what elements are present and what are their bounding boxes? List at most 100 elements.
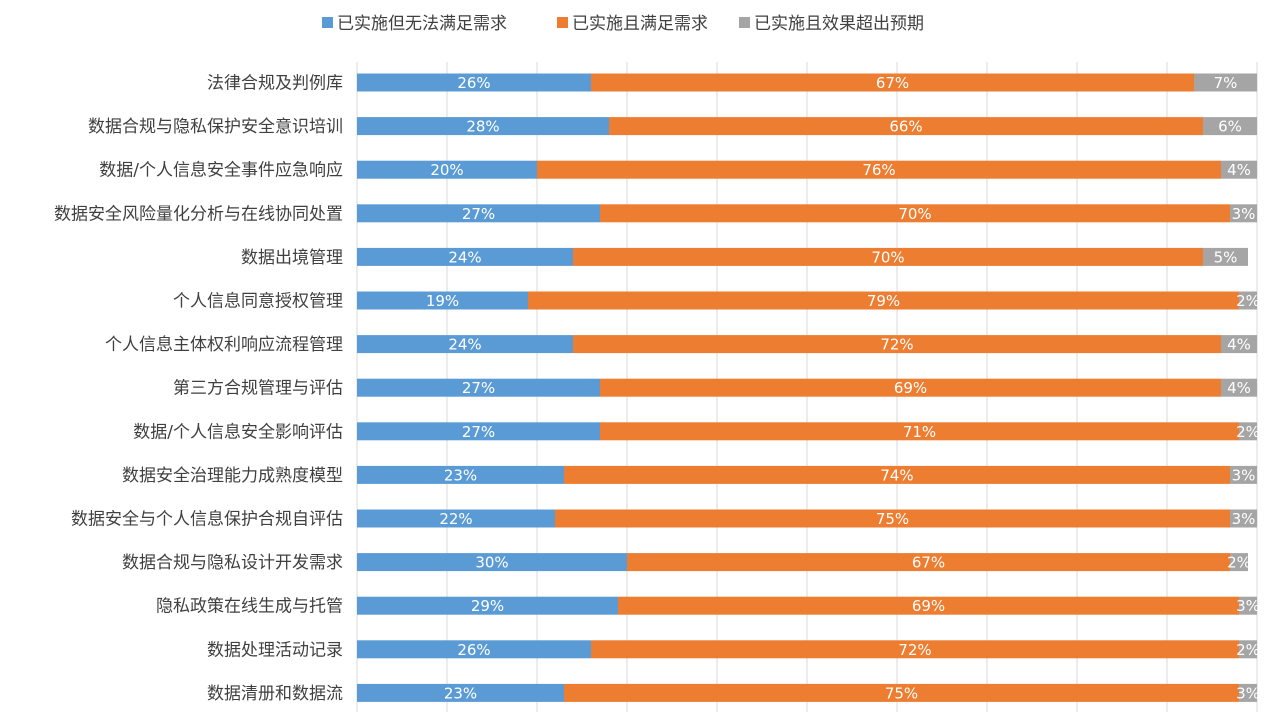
category-label: 数据合规与隐私设计开发需求 [122, 553, 343, 573]
category-label: 数据安全风险量化分析与在线协同处置 [54, 204, 343, 224]
legend-swatch [322, 17, 333, 28]
bar-segment [357, 640, 591, 659]
data-label: 26% [457, 641, 490, 659]
bar-segment [357, 160, 537, 179]
bar-segment [357, 73, 591, 92]
data-label: 4% [1227, 336, 1251, 354]
data-label: 23% [444, 466, 477, 484]
bar-segment [627, 553, 1230, 572]
bar-segment [357, 422, 600, 441]
category-label: 数据处理活动记录 [207, 640, 343, 660]
data-label: 24% [448, 336, 481, 354]
data-label: 29% [471, 597, 504, 615]
data-label: 27% [462, 205, 495, 223]
data-label: 3% [1236, 597, 1260, 615]
bar-segment [357, 335, 573, 354]
bar-segment [1230, 509, 1257, 528]
data-label: 7% [1214, 74, 1238, 92]
data-label: 2% [1236, 641, 1260, 659]
data-label: 75% [876, 510, 909, 528]
bar-segment [357, 204, 600, 223]
data-label: 27% [462, 379, 495, 397]
bar-segment [357, 553, 627, 572]
data-label: 69% [912, 597, 945, 615]
legend-swatch [557, 17, 568, 28]
legend-label: 已实施且满足需求 [572, 14, 708, 34]
data-label: 71% [903, 423, 936, 441]
bar-segment [1230, 465, 1257, 484]
data-label: 67% [912, 554, 945, 572]
bar-segment [1239, 640, 1257, 659]
legend-swatch [739, 17, 750, 28]
data-label: 69% [894, 379, 927, 397]
data-label: 67% [876, 74, 909, 92]
bar-segment [357, 378, 600, 397]
category-label: 隐私政策在线生成与托管 [156, 597, 343, 617]
category-label: 数据安全与个人信息保护合规自评估 [71, 510, 343, 530]
data-label: 5% [1214, 248, 1238, 266]
data-label: 3% [1232, 205, 1256, 223]
legend-label: 已实施且效果超出预期 [754, 14, 924, 34]
legend-label: 已实施但无法满足需求 [337, 14, 507, 34]
bar-segment [1230, 553, 1248, 572]
category-label: 数据/个人信息安全事件应急响应 [99, 161, 343, 181]
data-label: 74% [880, 466, 913, 484]
category-label: 个人信息同意授权管理 [173, 292, 343, 312]
bar-segment [591, 73, 1194, 92]
data-label: 23% [444, 684, 477, 702]
bar-segment [1239, 596, 1257, 615]
bar-segment [609, 117, 1203, 136]
bar-segment [1230, 204, 1257, 223]
data-label: 19% [426, 292, 459, 310]
data-label: 70% [898, 205, 931, 223]
bars: 26% 67% 7% 28% 66% 6% 20% 76% 4% 27% 70% 3% 24% 70% 5%… [357, 73, 1260, 702]
bar-segment [591, 640, 1239, 659]
bar-segment [555, 509, 1230, 528]
data-label: 20% [430, 161, 463, 179]
data-label: 3% [1232, 510, 1256, 528]
category-label: 数据安全治理能力成熟度模型 [122, 465, 343, 486]
bar-segment [357, 247, 573, 266]
bar-segment [1239, 683, 1257, 702]
bar-segment [573, 247, 1203, 266]
bar-segment [564, 465, 1230, 484]
bar-segment [1203, 117, 1257, 136]
data-label: 24% [448, 248, 481, 266]
bar-segment [1221, 378, 1257, 397]
bar-segment [1221, 335, 1257, 354]
bar-segment [600, 378, 1221, 397]
bar-segment [600, 422, 1239, 441]
data-label: 2% [1236, 292, 1260, 310]
legend: 已实施但无法满足需求 已实施且满足需求 已实施且效果超出预期 [322, 14, 924, 34]
legend-item: 已实施且效果超出预期 [739, 14, 924, 34]
data-label: 2% [1227, 554, 1251, 572]
bar-segment [357, 291, 528, 310]
data-label: 22% [439, 510, 472, 528]
bar-segment [357, 596, 618, 615]
data-label: 28% [466, 118, 499, 136]
category-label: 个人信息主体权利响应流程管理 [105, 335, 343, 355]
data-label: 72% [880, 336, 913, 354]
data-label: 26% [457, 74, 490, 92]
data-label: 30% [475, 554, 508, 572]
bar-segment [357, 465, 564, 484]
category-label: 数据/个人信息安全影响评估 [133, 422, 343, 442]
bar-segment [1221, 160, 1257, 179]
category-labels: 法律合规及判例库数据合规与隐私保护安全意识培训数据/个人信息安全事件应急响应数据… [54, 74, 343, 704]
data-label: 4% [1227, 161, 1251, 179]
bar-segment [537, 160, 1221, 179]
data-label: 72% [898, 641, 931, 659]
data-label: 66% [889, 118, 922, 136]
data-label: 75% [885, 684, 918, 702]
bar-segment [1239, 291, 1257, 310]
data-label: 3% [1236, 684, 1260, 702]
bar-segment [600, 204, 1230, 223]
data-label: 79% [867, 292, 900, 310]
bar-segment [357, 509, 555, 528]
data-label: 76% [862, 161, 895, 179]
category-label: 数据清册和数据流 [207, 684, 343, 704]
bar-segment [1203, 247, 1248, 266]
data-label: 3% [1232, 466, 1256, 484]
bar-segment [618, 596, 1239, 615]
